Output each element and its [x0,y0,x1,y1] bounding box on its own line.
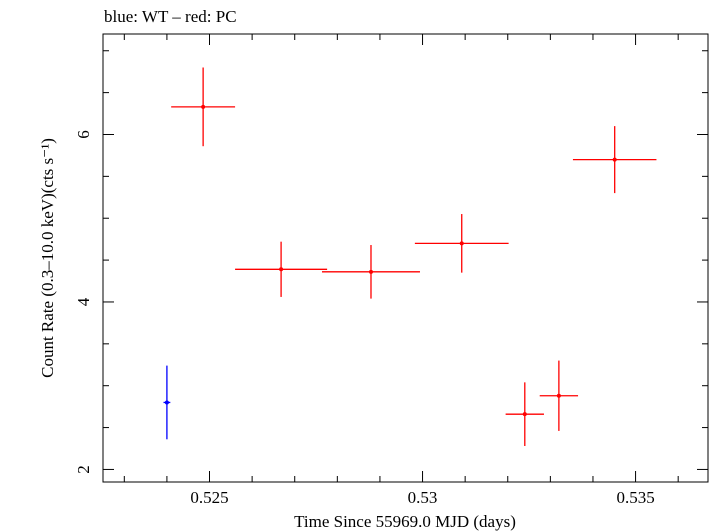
y-tick-label: 2 [74,465,93,474]
point-marker [556,393,561,398]
y-tick-label: 6 [74,130,93,139]
point-marker [459,241,464,246]
data-point [572,126,657,194]
x-axis-label: Time Since 55969.0 MJD (days) [294,512,516,531]
x-axis-ticks: 0.525 0.53 0.535 [123,34,679,507]
chart-title: blue: WT – red: PC [104,7,237,26]
point-marker [368,269,373,274]
point-marker [612,157,617,162]
point-marker [279,267,284,272]
data-point [235,241,328,297]
data-point [505,382,544,446]
data-point [163,365,171,440]
data-point [171,67,236,147]
y-tick-label: 4 [74,297,93,306]
series-PC [171,67,657,446]
point-marker [201,104,206,109]
series-WT [163,365,171,440]
plot-frame [102,33,709,483]
x-tick-label: 0.525 [190,488,228,507]
point-marker [522,412,527,417]
data-point [321,245,420,299]
y-axis-label: Count Rate (0.3–10.0 keV)(cts s⁻¹) [38,138,57,378]
point-marker [164,400,169,405]
y-axis-ticks: 2 4 6 [74,50,708,474]
data-point [539,360,579,431]
data-point [414,214,509,273]
x-tick-label: 0.535 [616,488,654,507]
x-tick-label: 0.53 [408,488,438,507]
data-series [163,67,657,446]
